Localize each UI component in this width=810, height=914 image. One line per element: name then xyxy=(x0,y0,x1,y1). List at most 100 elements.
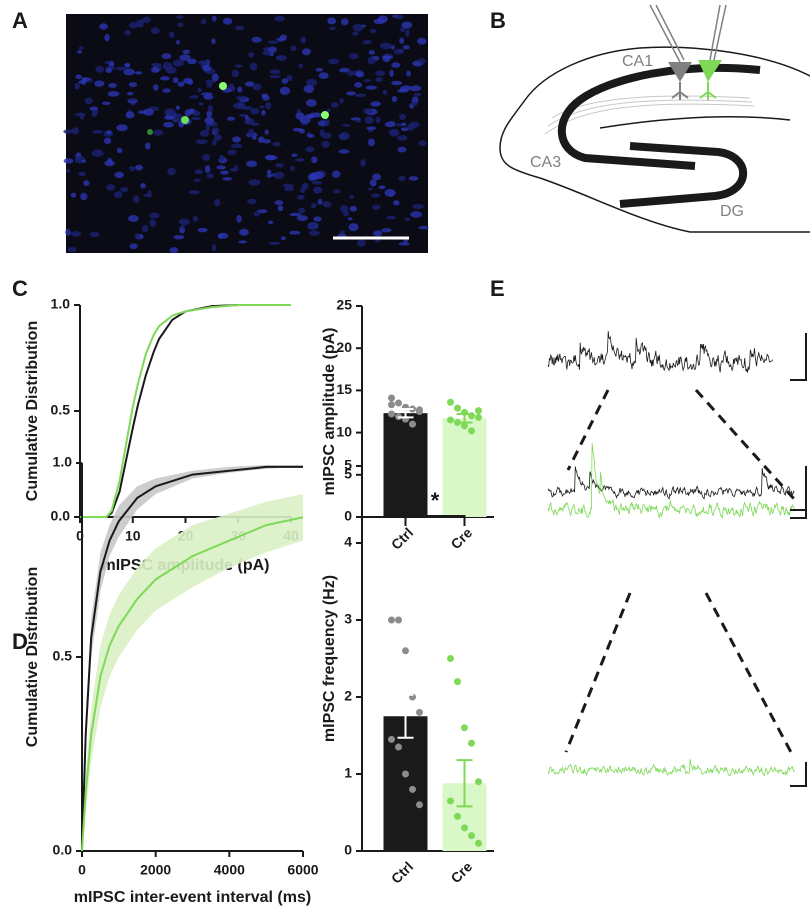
x-tick-label: Ctrl xyxy=(388,858,416,886)
nucleus xyxy=(80,192,88,201)
nucleus xyxy=(298,63,304,69)
nucleus xyxy=(116,124,128,132)
nucleus xyxy=(108,83,118,88)
nucleus xyxy=(391,62,401,68)
nucleus xyxy=(162,88,171,93)
nucleus xyxy=(368,50,376,55)
nucleus xyxy=(321,132,332,139)
nucleus xyxy=(230,86,236,92)
nucleus xyxy=(222,17,233,25)
nucleus xyxy=(264,154,276,161)
trace xyxy=(547,443,795,519)
nucleus xyxy=(206,82,213,88)
nucleus xyxy=(94,80,105,87)
nucleus xyxy=(349,194,355,199)
bar xyxy=(383,413,428,517)
y-tick-label: 0.0 xyxy=(51,508,71,524)
nucleus xyxy=(248,179,261,186)
nucleus xyxy=(393,200,400,206)
nucleus xyxy=(311,156,318,164)
nucleus xyxy=(83,180,90,186)
nucleus xyxy=(272,141,282,147)
nucleus xyxy=(124,63,130,67)
pyramidal-layer xyxy=(557,63,761,170)
nucleus xyxy=(375,77,383,83)
nucleus xyxy=(318,72,329,79)
nucleus xyxy=(384,121,396,128)
nucleus xyxy=(106,184,116,191)
y-tick-label: 0.0 xyxy=(53,842,73,858)
nucleus xyxy=(354,82,363,88)
nucleus xyxy=(375,116,381,124)
nucleus xyxy=(251,36,262,43)
nucleus xyxy=(178,218,191,226)
nucleus xyxy=(296,108,302,114)
nucleus xyxy=(211,139,217,146)
nucleus xyxy=(381,228,392,233)
nucleus xyxy=(331,170,341,178)
nucleus xyxy=(145,142,151,150)
nucleus xyxy=(394,14,404,20)
nucleus xyxy=(230,143,243,149)
nucleus xyxy=(372,173,382,181)
data-point xyxy=(416,406,423,414)
nucleus xyxy=(348,223,359,232)
nucleus xyxy=(92,129,104,134)
nucleus xyxy=(401,21,413,29)
region-label: CA1 xyxy=(622,53,653,70)
y-tick-label: 1.0 xyxy=(51,296,71,312)
nucleus xyxy=(269,69,281,75)
nucleus xyxy=(234,64,243,68)
nucleus xyxy=(197,227,208,233)
nucleus xyxy=(389,69,394,78)
nucleus xyxy=(346,91,356,96)
nucleus xyxy=(291,153,298,157)
nucleus xyxy=(308,113,315,119)
nucleus xyxy=(179,54,191,61)
data-point xyxy=(395,743,402,751)
nucleus xyxy=(363,79,372,83)
data-point xyxy=(409,785,416,793)
nucleus xyxy=(267,40,279,44)
y-axis-label: Cumulative Distribution xyxy=(24,567,41,747)
nucleus xyxy=(200,18,207,25)
nucleus xyxy=(127,91,134,96)
nucleus xyxy=(384,188,396,197)
nucleus xyxy=(309,230,320,236)
nucleus xyxy=(322,201,332,208)
nucleus xyxy=(269,75,282,79)
nucleus xyxy=(213,134,222,141)
nucleus xyxy=(364,116,374,125)
data-point xyxy=(468,739,475,747)
nucleus xyxy=(141,18,146,23)
nucleus xyxy=(296,215,308,221)
nucleus xyxy=(264,129,269,135)
nucleus xyxy=(352,24,364,32)
nucleus xyxy=(175,105,180,110)
nucleus xyxy=(63,129,73,134)
nucleus xyxy=(400,127,409,132)
x-axis-label: mIPSC inter-event interval (ms) xyxy=(74,889,311,906)
data-point xyxy=(447,398,454,406)
nucleus xyxy=(207,104,214,113)
y-tick-label: 0 xyxy=(344,508,352,524)
nucleus xyxy=(365,85,378,90)
nucleus xyxy=(333,189,341,194)
dendrite xyxy=(671,82,689,100)
nucleus xyxy=(266,169,272,175)
nucleus xyxy=(222,177,233,181)
error-bar xyxy=(397,693,414,739)
nucleus xyxy=(340,18,349,26)
y-tick-label: 4 xyxy=(344,534,352,550)
nucleus xyxy=(82,77,91,81)
nucleus xyxy=(310,202,317,209)
nucleus xyxy=(404,217,411,222)
nucleus xyxy=(330,102,339,108)
nucleus xyxy=(348,53,359,60)
nucleus xyxy=(63,158,74,164)
nucleus xyxy=(81,159,87,163)
nucleus xyxy=(211,38,216,45)
nucleus xyxy=(140,182,146,189)
data-point xyxy=(416,801,423,809)
nucleus xyxy=(103,137,112,145)
